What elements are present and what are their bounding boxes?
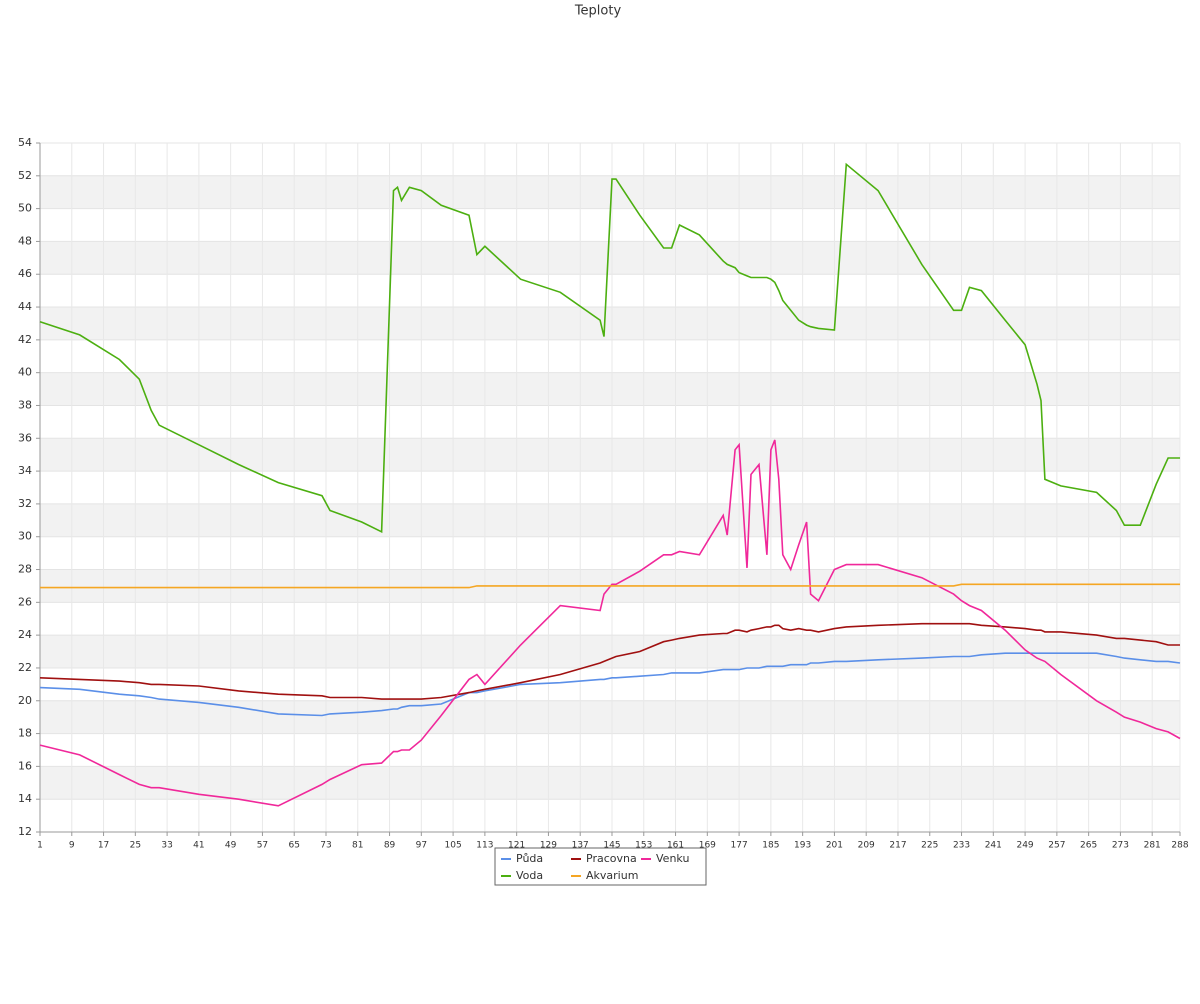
x-tick-label: 185	[762, 841, 779, 851]
x-tick-label: 105	[445, 841, 462, 851]
x-tick-label: 9	[69, 841, 75, 851]
y-tick-label: 48	[18, 234, 32, 247]
x-tick-label: 209	[858, 841, 875, 851]
legend-box	[494, 847, 707, 886]
series-line	[39, 162, 1180, 534]
x-tick-label: 241	[985, 841, 1002, 851]
x-tick-label: 81	[352, 841, 363, 851]
y-tick-label: 42	[18, 333, 32, 346]
legend-label: Akvarium	[586, 869, 638, 882]
y-tick-label: 34	[18, 464, 32, 477]
series-line	[40, 583, 1180, 589]
y-tick-label: 36	[18, 431, 32, 444]
grid-band	[40, 635, 1180, 668]
x-tick-label: 257	[1048, 841, 1065, 851]
grid-band	[40, 766, 1180, 800]
legend-label: Půda	[516, 852, 543, 865]
y-tick-label: 28	[18, 563, 32, 576]
y-tick-label: 44	[18, 300, 32, 313]
y-tick-label: 26	[18, 595, 32, 608]
y-tick-label: 22	[18, 661, 32, 674]
x-tick-label: 225	[921, 841, 938, 851]
x-tick-label: 233	[953, 841, 970, 851]
x-tick-label: 65	[288, 841, 299, 851]
x-tick-label: 89	[384, 841, 396, 851]
x-tick-label: 121	[508, 841, 525, 851]
x-tick-label: 25	[130, 841, 141, 851]
series-line	[39, 439, 1181, 807]
x-tick-label: 1	[37, 841, 43, 851]
x-tick-label: 129	[540, 841, 557, 851]
chart-title: Teploty	[574, 4, 622, 19]
grid-band	[40, 241, 1180, 275]
grid-band	[40, 372, 1180, 406]
series-line	[39, 622, 1180, 700]
x-tick-label: 57	[257, 841, 268, 851]
y-tick-label: 54	[18, 136, 32, 149]
x-tick-label: 265	[1080, 841, 1097, 851]
x-tick-label: 41	[193, 841, 204, 851]
y-tick-label: 18	[18, 727, 32, 740]
grid-band	[40, 700, 1180, 734]
legend-label: Pracovna	[586, 852, 637, 865]
y-tick-label: 16	[18, 759, 32, 772]
x-tick-label: 113	[476, 841, 493, 851]
x-tick-label: 288	[1171, 841, 1188, 851]
x-tick-label: 249	[1016, 841, 1033, 851]
legend-label: Venku	[656, 852, 689, 865]
x-tick-label: 97	[416, 841, 427, 851]
x-tick-label: 137	[572, 841, 589, 851]
y-tick-label: 20	[18, 694, 32, 707]
x-tick-label: 193	[794, 841, 811, 851]
x-tick-label: 201	[826, 841, 843, 851]
y-tick-label: 32	[18, 497, 32, 510]
y-tick-label: 24	[18, 628, 32, 641]
x-tick-label: 145	[603, 841, 620, 851]
legend-label: Voda	[516, 869, 543, 882]
y-tick-label: 12	[18, 825, 32, 838]
y-tick-label: 46	[18, 267, 32, 280]
grid-band	[40, 438, 1180, 472]
x-tick-label: 153	[635, 841, 652, 851]
y-tick-label: 14	[18, 792, 32, 805]
x-tick-label: 273	[1112, 841, 1129, 851]
y-tick-label: 52	[18, 169, 32, 182]
x-tick-label: 217	[889, 841, 906, 851]
series-line	[39, 652, 1181, 717]
grid-band	[40, 503, 1180, 537]
grid-band	[40, 307, 1180, 340]
x-tick-label: 169	[699, 841, 716, 851]
x-tick-label: 49	[225, 841, 237, 851]
x-tick-label: 161	[667, 841, 684, 851]
x-tick-label: 177	[731, 841, 748, 851]
y-tick-label: 30	[18, 530, 32, 543]
y-tick-label: 38	[18, 398, 32, 411]
x-tick-label: 73	[320, 841, 331, 851]
x-tick-label: 33	[161, 841, 172, 851]
x-tick-label: 281	[1144, 841, 1161, 851]
y-tick-label: 40	[18, 366, 32, 379]
x-tick-label: 17	[98, 841, 109, 851]
y-tick-label: 50	[18, 202, 32, 215]
